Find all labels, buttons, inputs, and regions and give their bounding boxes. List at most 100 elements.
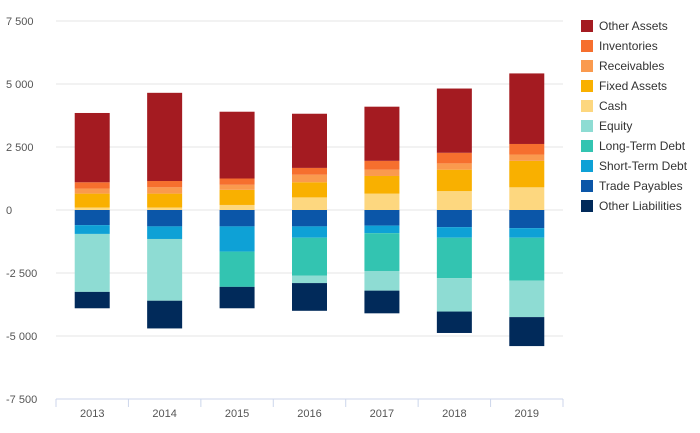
x-tick-label: 2019 xyxy=(515,408,539,420)
legend-label: Receivables xyxy=(599,59,665,73)
bar-segment[interactable] xyxy=(74,291,110,309)
bar-segment[interactable] xyxy=(74,112,110,183)
bar-segment[interactable] xyxy=(147,238,183,301)
bar-segment[interactable] xyxy=(292,226,327,238)
bar-segment[interactable] xyxy=(147,181,183,188)
bar-segment[interactable] xyxy=(436,88,472,153)
bar-segment[interactable] xyxy=(509,210,545,229)
bar-segment[interactable] xyxy=(292,182,327,198)
bar-segment[interactable] xyxy=(292,174,327,183)
bar-segment[interactable] xyxy=(364,175,400,194)
bar-segment[interactable] xyxy=(219,226,255,252)
bar-segment[interactable] xyxy=(147,187,183,194)
legend-label: Trade Payables xyxy=(599,179,683,193)
bar-segment[interactable] xyxy=(436,152,472,164)
bar-segment[interactable] xyxy=(509,228,545,238)
y-tick-label: 7 500 xyxy=(6,16,34,28)
legend-swatch xyxy=(581,180,593,192)
bar-segment[interactable] xyxy=(292,237,327,276)
legend-swatch xyxy=(581,200,593,212)
legend-item[interactable]: Long-Term Debt xyxy=(581,136,699,156)
bar-segment[interactable] xyxy=(364,225,400,234)
legend-label: Equity xyxy=(599,119,633,133)
bar-segment[interactable] xyxy=(147,207,183,210)
legend-item[interactable]: Short-Term Debt xyxy=(581,156,699,176)
bar-segment[interactable] xyxy=(74,188,110,194)
bar-segment[interactable] xyxy=(219,111,255,179)
bar-segment[interactable] xyxy=(436,191,472,210)
bar-segment[interactable] xyxy=(436,311,472,333)
bar-segment[interactable] xyxy=(509,73,545,144)
bar-segment[interactable] xyxy=(509,143,545,155)
legend-item[interactable]: Fixed Assets xyxy=(581,76,699,96)
bar-segment[interactable] xyxy=(74,233,110,292)
bar-segment[interactable] xyxy=(436,278,472,312)
bar-segment[interactable] xyxy=(364,106,400,161)
bar-segment[interactable] xyxy=(219,184,255,190)
bar-segment[interactable] xyxy=(509,187,545,210)
bar-segment[interactable] xyxy=(219,204,255,210)
bar-segment[interactable] xyxy=(219,189,255,205)
bar-segment[interactable] xyxy=(74,210,110,226)
bar-segment[interactable] xyxy=(219,251,255,287)
bar-segment[interactable] xyxy=(292,113,327,168)
legend-swatch xyxy=(581,80,593,92)
bar-segment[interactable] xyxy=(74,193,110,208)
bar-segment[interactable] xyxy=(292,197,327,210)
x-tick-label: 2018 xyxy=(442,408,466,420)
bar-segment[interactable] xyxy=(436,227,472,238)
legend-item[interactable]: Trade Payables xyxy=(581,176,699,196)
legend-item[interactable]: Receivables xyxy=(581,56,699,76)
legend-label: Other Liabilities xyxy=(599,199,682,213)
legend-item[interactable]: Other Assets xyxy=(581,16,699,36)
bar-segment[interactable] xyxy=(436,237,472,279)
legend-label: Fixed Assets xyxy=(599,79,668,93)
bar-segment[interactable] xyxy=(364,290,400,314)
legend-item[interactable]: Inventories xyxy=(581,36,699,56)
y-tick-label: 2 500 xyxy=(6,142,34,154)
bar-segment[interactable] xyxy=(364,169,400,176)
bar-segment[interactable] xyxy=(147,210,183,227)
legend-swatch xyxy=(581,40,593,52)
bar-segment[interactable] xyxy=(436,163,472,170)
bar-segment[interactable] xyxy=(509,154,545,161)
y-tick-label: -2 500 xyxy=(6,268,37,280)
legend-label: Cash xyxy=(599,99,628,113)
legend-item[interactable]: Cash xyxy=(581,96,699,116)
legend-label: Short-Term Debt xyxy=(599,159,688,173)
bar-segment[interactable] xyxy=(74,225,110,234)
bar-segment[interactable] xyxy=(436,210,472,228)
bar-segment[interactable] xyxy=(292,210,327,227)
legend-swatch xyxy=(581,120,593,132)
bar-segment[interactable] xyxy=(509,237,545,281)
bar-segment[interactable] xyxy=(364,233,400,271)
bar-segment[interactable] xyxy=(147,300,183,329)
bar-segment[interactable] xyxy=(292,275,327,284)
bar-segment[interactable] xyxy=(147,193,183,208)
bar-segment[interactable] xyxy=(509,317,545,347)
bar-segment[interactable] xyxy=(74,182,110,189)
bar-segment[interactable] xyxy=(436,169,472,192)
bar-segment[interactable] xyxy=(509,160,545,188)
bar-segment[interactable] xyxy=(364,193,400,210)
legend-item[interactable]: Other Liabilities xyxy=(581,196,699,216)
legend-swatch xyxy=(581,100,593,112)
y-tick-label: 0 xyxy=(6,205,12,217)
x-tick-label: 2014 xyxy=(152,408,176,420)
legend-swatch xyxy=(581,20,593,32)
bar-segment[interactable] xyxy=(364,270,400,291)
bar-segment[interactable] xyxy=(74,207,110,210)
legend-item[interactable]: Equity xyxy=(581,116,699,136)
bar-segment[interactable] xyxy=(219,286,255,309)
bar-segment[interactable] xyxy=(147,92,183,182)
bar-segment[interactable] xyxy=(147,226,183,239)
bar-segment[interactable] xyxy=(364,210,400,226)
bar-segment[interactable] xyxy=(219,178,255,185)
x-tick-label: 2015 xyxy=(225,408,249,420)
bar-segment[interactable] xyxy=(292,167,327,175)
bar-segment[interactable] xyxy=(292,283,327,311)
bar-segment[interactable] xyxy=(364,160,400,170)
bar-segment[interactable] xyxy=(219,210,255,227)
bar-segment[interactable] xyxy=(509,280,545,318)
